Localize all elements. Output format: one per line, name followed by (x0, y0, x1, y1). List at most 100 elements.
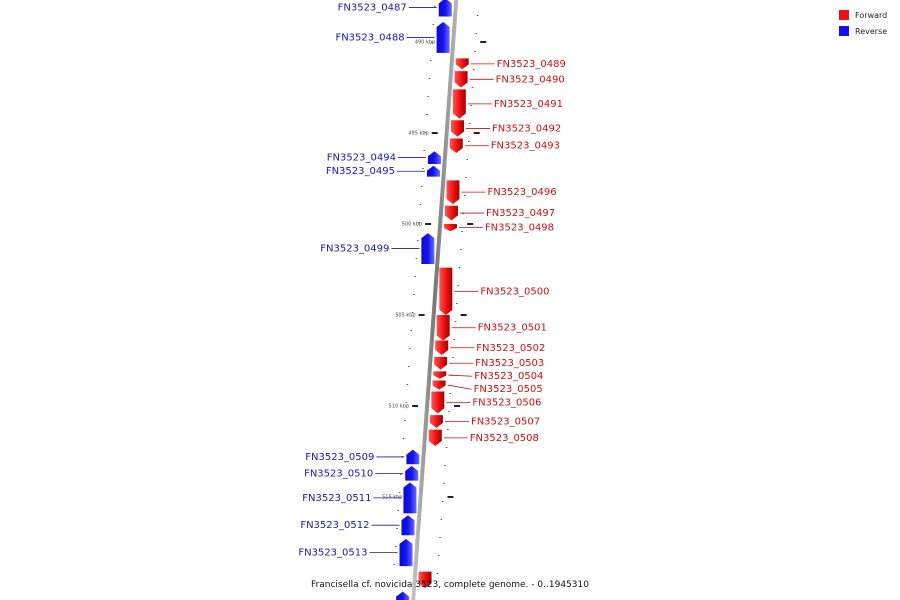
gene-label[interactable]: FN3523_0497 (486, 208, 555, 219)
gene-label[interactable]: FN3523_0488 (335, 32, 404, 43)
legend-reverse-swatch (839, 26, 849, 36)
gene-label[interactable]: FN3523_0502 (476, 343, 545, 354)
gene-arrow[interactable] (436, 315, 450, 341)
gene-label[interactable]: FN3523_0509 (305, 452, 374, 463)
gene-label[interactable]: FN3523_0504 (474, 371, 543, 382)
gene-arrow[interactable] (431, 391, 445, 414)
gene-label[interactable]: FN3523_0491 (494, 99, 563, 110)
gene-label[interactable]: FN3523_0501 (478, 323, 547, 334)
minor-dot (452, 357, 454, 358)
minor-dot (466, 159, 468, 160)
minor-dot (419, 204, 422, 205)
gene-label[interactable]: FN3523_0493 (491, 141, 560, 152)
gene-arrow[interactable] (449, 138, 463, 154)
gene-arrow[interactable] (451, 120, 465, 137)
gene-arrow[interactable] (399, 538, 413, 567)
gene-label[interactable]: FN3523_0507 (471, 416, 540, 427)
gene-label[interactable]: FN3523_0487 (338, 2, 407, 13)
gene-arrow[interactable] (426, 165, 440, 177)
minor-dot (470, 105, 472, 106)
minor-dot (437, 555, 440, 556)
ruler-tick: 495 kbp (408, 131, 480, 137)
gene-arrow[interactable] (418, 571, 432, 588)
gene-arrow[interactable] (427, 151, 441, 164)
backbone-line (411, 0, 459, 600)
ruler-tick: 505 kbp (395, 313, 467, 319)
minor-dot (463, 195, 466, 196)
gene-arrow[interactable] (405, 466, 419, 481)
minor-dot (396, 528, 398, 529)
gene-arrow[interactable] (436, 21, 450, 53)
minor-dot (406, 384, 409, 385)
tick-label: 495 kbp (408, 131, 428, 137)
minor-dot (440, 519, 443, 520)
minor-dot (428, 78, 431, 79)
gene-label[interactable]: FN3523_0490 (496, 74, 565, 85)
gene-label[interactable]: FN3523_0512 (300, 520, 369, 531)
genome-caption: Francisella cf. novicida 3523, complete … (311, 580, 589, 590)
minor-dot (400, 474, 402, 475)
ruler-tick: 490 kbp (415, 40, 487, 46)
gene-label[interactable]: FN3523_0505 (474, 384, 543, 395)
minor-dot (409, 348, 411, 349)
gene-arrow[interactable] (403, 482, 417, 514)
tick-label: 500 kbp (402, 222, 422, 228)
gene-arrow[interactable] (434, 356, 448, 370)
minor-dot (457, 285, 459, 286)
minor-dot (415, 258, 418, 259)
minor-dot (420, 186, 423, 187)
gene-label[interactable]: FN3523_0500 (480, 286, 549, 297)
gene-arrow[interactable] (401, 515, 415, 536)
gene-arrow[interactable] (428, 429, 442, 447)
minor-dot (443, 483, 445, 484)
gene-arrow[interactable] (429, 415, 443, 428)
minor-dot (444, 465, 446, 466)
minor-dot (471, 87, 474, 88)
gene-label[interactable]: FN3523_0499 (320, 244, 389, 255)
gene-features (396, 0, 469, 600)
minor-dot (418, 222, 420, 223)
minor-dot (439, 537, 441, 538)
gene-arrow[interactable] (444, 205, 458, 221)
gene-arrow[interactable] (455, 58, 469, 70)
gene-label[interactable]: FN3523_0498 (485, 223, 554, 234)
minor-dot (462, 213, 465, 214)
gene-arrow[interactable] (454, 71, 468, 88)
gene-label[interactable]: FN3523_0489 (497, 59, 566, 70)
legend: Forward Reverse (839, 10, 887, 36)
minor-dot (436, 573, 439, 574)
gene-label[interactable]: FN3523_0503 (475, 358, 544, 369)
minor-dot (397, 510, 400, 511)
minor-dot (448, 411, 450, 412)
gene-label[interactable]: FN3523_0495 (326, 166, 395, 177)
gene-label[interactable]: FN3523_0511 (302, 493, 371, 504)
minor-dot (461, 231, 463, 232)
minor-dot (411, 312, 414, 313)
gene-arrow[interactable] (406, 449, 420, 465)
gene-arrow[interactable] (396, 591, 410, 600)
gene-label[interactable]: FN3523_0513 (298, 548, 367, 559)
gene-arrow[interactable] (435, 340, 449, 356)
gene-label[interactable]: FN3523_0506 (472, 397, 541, 408)
gene-arrow[interactable] (433, 371, 447, 379)
tick-label: 505 kbp (395, 313, 415, 319)
gene-arrow[interactable] (452, 89, 466, 119)
legend-forward-swatch (839, 10, 849, 20)
gene-label[interactable]: FN3523_0494 (327, 153, 396, 164)
gene-arrow[interactable] (432, 380, 446, 390)
minor-dot (449, 393, 452, 394)
gene-arrow[interactable] (421, 233, 435, 265)
gene-label[interactable]: FN3523_0510 (304, 468, 373, 479)
gene-label[interactable]: FN3523_0492 (492, 123, 561, 134)
gene-arrow[interactable] (439, 267, 453, 315)
gene-arrow[interactable] (438, 0, 452, 17)
minor-dot (453, 339, 456, 340)
gene-label[interactable]: FN3523_0496 (487, 187, 556, 198)
minor-dot (474, 51, 476, 52)
gene-label[interactable]: FN3523_0508 (470, 433, 539, 444)
minor-dot (458, 267, 461, 268)
minor-dot (431, 42, 433, 43)
gene-arrow[interactable] (446, 180, 460, 204)
gene-arrow[interactable] (443, 224, 457, 232)
minor-dot (456, 303, 458, 304)
